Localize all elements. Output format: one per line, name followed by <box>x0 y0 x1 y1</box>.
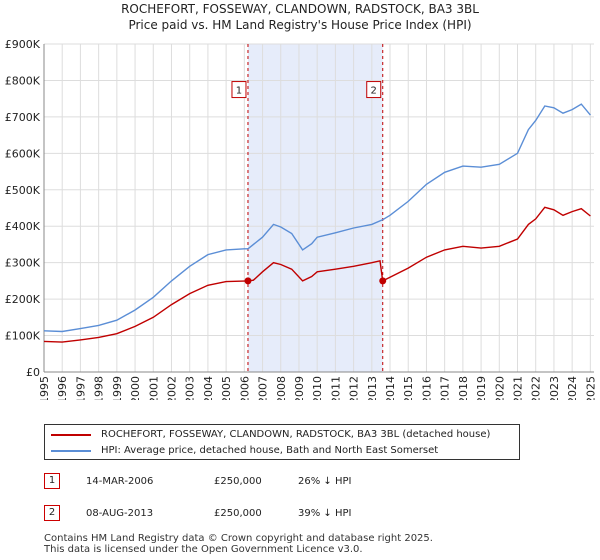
y-tick-label: £700K <box>5 111 41 124</box>
x-tick-label: 2006 <box>238 376 251 400</box>
x-tick-label: 2017 <box>439 376 452 400</box>
y-tick-label: £100K <box>5 330 41 343</box>
transaction-badge: 2 <box>44 505 60 521</box>
y-tick-label: £400K <box>5 220 41 233</box>
x-tick-label: 1999 <box>111 376 124 400</box>
x-tick-label: 2009 <box>293 376 306 400</box>
y-tick-label: £200K <box>5 293 41 306</box>
x-tick-label: 2013 <box>366 376 379 400</box>
x-tick-label: 2022 <box>530 376 543 400</box>
x-tick-label: 1997 <box>74 376 87 400</box>
legend-label-hpi: HPI: Average price, detached house, Bath… <box>101 445 439 456</box>
x-tick-label: 2023 <box>548 376 561 400</box>
transaction-badge: 1 <box>44 473 60 489</box>
x-tick-label: 2018 <box>457 376 470 400</box>
x-tick-label: 2001 <box>147 376 160 400</box>
chart-title: ROCHEFORT, FOSSEWAY, CLANDOWN, RADSTOCK,… <box>121 2 479 16</box>
x-tick-label: 1996 <box>56 376 69 400</box>
footer-copyright: Contains HM Land Registry data © Crown c… <box>44 533 433 544</box>
legend: ROCHEFORT, FOSSEWAY, CLANDOWN, RADSTOCK,… <box>44 424 520 460</box>
transaction-price: £250,000 <box>214 476 262 487</box>
transaction-row: 2 08-AUG-2013 £250,000 39% ↓ HPI <box>44 505 564 523</box>
x-tick-label: 2021 <box>512 376 525 400</box>
x-tick-label: 1995 <box>38 376 51 400</box>
sale-badge <box>231 81 247 99</box>
x-tick-label: 2016 <box>420 376 433 400</box>
footer-licence: This data is licensed under the Open Gov… <box>44 544 363 555</box>
sale-point <box>379 277 387 285</box>
y-tick-label: £800K <box>5 74 41 87</box>
sale-point <box>244 277 252 285</box>
transaction-date: 14-MAR-2006 <box>86 476 154 487</box>
x-tick-label: 2000 <box>129 376 142 400</box>
x-tick-label: 2020 <box>493 376 506 400</box>
transaction-hpi: 26% ↓ HPI <box>298 476 352 487</box>
x-tick-label: 2004 <box>202 376 215 400</box>
sale-badge <box>366 81 382 99</box>
legend-swatch-hpi <box>51 450 91 452</box>
x-tick-label: 2024 <box>566 376 579 400</box>
x-tick-label: 2002 <box>165 376 178 400</box>
transaction-hpi: 39% ↓ HPI <box>298 508 352 519</box>
y-tick-label: £0 <box>26 366 40 379</box>
y-tick-label: £600K <box>5 147 41 160</box>
x-tick-label: 2015 <box>402 376 415 400</box>
price-series-line <box>43 206 591 343</box>
y-tick-label: £300K <box>5 257 41 270</box>
transaction-row: 1 14-MAR-2006 £250,000 26% ↓ HPI <box>44 473 564 491</box>
hpi-series-line <box>43 103 591 333</box>
transaction-date: 08-AUG-2013 <box>86 508 154 519</box>
legend-swatch-price <box>51 434 91 436</box>
x-tick-label: 2010 <box>311 376 324 400</box>
y-tick-label: £500K <box>5 184 41 197</box>
x-tick-label: 2025 <box>584 376 597 400</box>
x-tick-label: 2014 <box>384 376 397 400</box>
x-tick-label: 2008 <box>275 376 288 400</box>
price-chart: £0 £100K £200K £300K £400K £500K £600K £700K £80… <box>5 38 598 400</box>
y-tick-label: £900K <box>5 38 41 51</box>
sale-badge-label: 2 <box>371 86 377 97</box>
x-tick-label: 2012 <box>348 376 361 400</box>
x-tick-label: 2003 <box>184 376 197 400</box>
x-tick-label: 2019 <box>475 376 488 400</box>
x-tick-label: 2005 <box>220 376 233 400</box>
chart-subtitle: Price paid vs. HM Land Registry's House … <box>128 18 472 32</box>
transaction-price: £250,000 <box>214 508 262 519</box>
legend-label-price: ROCHEFORT, FOSSEWAY, CLANDOWN, RADSTOCK,… <box>101 429 491 440</box>
x-tick-label: 2011 <box>329 376 342 400</box>
x-tick-label: 2007 <box>257 376 270 400</box>
x-tick-label: 1998 <box>93 376 106 400</box>
shaded-period <box>247 44 383 372</box>
sale-badge-label: 1 <box>236 86 242 97</box>
